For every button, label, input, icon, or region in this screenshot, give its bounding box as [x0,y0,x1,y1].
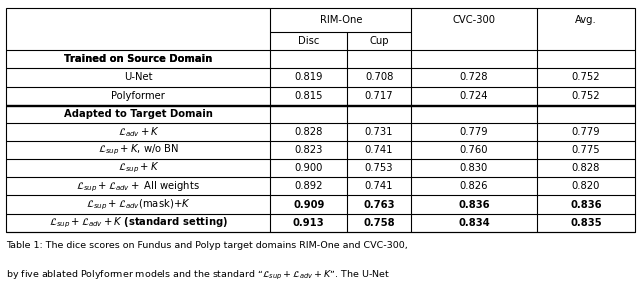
Text: 0.752: 0.752 [572,91,600,101]
Bar [6,8,635,232]
Text: 0.775: 0.775 [572,145,600,155]
Text: Table 1: The dice scores on Fundus and Polyp target domains RIM-One and CVC-300,: Table 1: The dice scores on Fundus and P… [6,241,408,250]
Text: 0.819: 0.819 [294,73,323,82]
Text: 0.835: 0.835 [570,218,602,228]
Text: 0.753: 0.753 [365,163,394,173]
Text: $\mathcal{L}_{sup}+\mathcal{L}_{adv}+K$ (standard setting): $\mathcal{L}_{sup}+\mathcal{L}_{adv}+K$ … [49,216,228,230]
Text: 0.913: 0.913 [293,218,324,228]
Text: by five ablated Polyformer models and the standard “$\mathcal{L}_{sup}+\mathcal{: by five ablated Polyformer models and th… [6,269,390,283]
Text: 0.731: 0.731 [365,127,394,137]
Text: Trained on Source Domain: Trained on Source Domain [64,54,212,64]
Text: 0.728: 0.728 [460,73,488,82]
Text: U-Net: U-Net [124,73,152,82]
Text: $\mathcal{L}_{sup}+\mathcal{L}_{adv}+$ All weights: $\mathcal{L}_{sup}+\mathcal{L}_{adv}+$ A… [76,179,200,194]
Text: Polyformer: Polyformer [111,91,165,101]
Text: 0.763: 0.763 [364,200,395,209]
Text: 0.741: 0.741 [365,145,394,155]
Text: 0.828: 0.828 [294,127,323,137]
Text: $\mathcal{L}_{sup}+K$: $\mathcal{L}_{sup}+K$ [118,161,159,175]
Text: 0.830: 0.830 [460,163,488,173]
Text: 0.900: 0.900 [294,163,323,173]
Text: $\mathcal{L}_{sup}+\mathcal{L}_{adv}$(mask)$+K$: $\mathcal{L}_{sup}+\mathcal{L}_{adv}$(ma… [86,197,191,212]
Text: 0.717: 0.717 [365,91,394,101]
Text: 0.779: 0.779 [460,127,488,137]
Text: Disc: Disc [298,36,319,46]
Text: CVC-300: CVC-300 [452,15,495,25]
Text: 0.836: 0.836 [570,200,602,209]
Text: $\mathcal{L}_{adv}+K$: $\mathcal{L}_{adv}+K$ [118,125,159,139]
Text: RIM-One: RIM-One [319,15,362,25]
Text: 0.826: 0.826 [460,182,488,191]
Text: 0.828: 0.828 [572,163,600,173]
Text: 0.724: 0.724 [460,91,488,101]
Text: 0.758: 0.758 [364,218,395,228]
Text: 0.779: 0.779 [572,127,600,137]
Text: 0.823: 0.823 [294,145,323,155]
Text: 0.834: 0.834 [458,218,490,228]
Text: Avg.: Avg. [575,15,596,25]
Text: 0.752: 0.752 [572,73,600,82]
Text: 0.892: 0.892 [294,182,323,191]
Text: 0.760: 0.760 [460,145,488,155]
Text: 0.836: 0.836 [458,200,490,209]
Text: 0.741: 0.741 [365,182,394,191]
Text: Cup: Cup [369,36,389,46]
Text: 0.815: 0.815 [294,91,323,101]
Text: 0.708: 0.708 [365,73,393,82]
Text: $\mathcal{L}_{sup}+K$, w/o BN: $\mathcal{L}_{sup}+K$, w/o BN [98,143,179,157]
Text: 0.820: 0.820 [572,182,600,191]
Text: Adapted to Target Domain: Adapted to Target Domain [64,109,213,119]
Text: Trained on Source Domain: Trained on Source Domain [64,54,212,64]
Text: 0.909: 0.909 [293,200,324,209]
